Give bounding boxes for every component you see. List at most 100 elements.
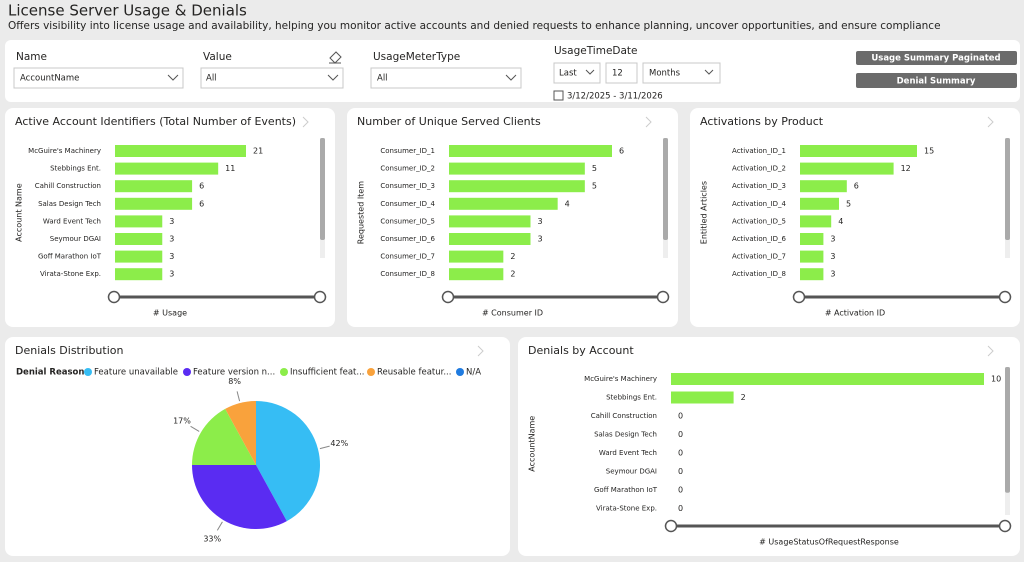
bar <box>449 250 504 263</box>
category-label: Activation_ID_3 <box>732 182 786 190</box>
bar <box>800 180 847 193</box>
value-label: 42% <box>330 439 348 448</box>
value-label: 4 <box>838 217 843 226</box>
dropdown[interactable] <box>13 67 184 89</box>
dropdown-value: All <box>206 74 217 84</box>
category-label: McGuire's Machinery <box>28 147 101 155</box>
eraser-icon[interactable] <box>329 51 342 64</box>
category-label: Ward Event Tech <box>599 449 657 457</box>
y-axis-label: Account Name <box>15 183 24 242</box>
slider-handle <box>998 519 1012 533</box>
pie-slice <box>225 401 256 465</box>
pie-slice <box>192 408 256 465</box>
value-label: 5 <box>592 182 597 191</box>
dropdown[interactable] <box>200 67 344 89</box>
button-label: Denial Summary <box>897 77 976 87</box>
category-label: McGuire's Machinery <box>584 375 657 383</box>
value-label: 0 <box>678 467 683 476</box>
value-label: 11 <box>225 164 235 173</box>
value-label: 33% <box>203 535 221 544</box>
chevron <box>585 69 595 75</box>
dropdown[interactable] <box>370 67 522 89</box>
more-chevron <box>302 116 309 128</box>
dropdown[interactable] <box>642 62 721 84</box>
value-label: 0 <box>678 430 683 439</box>
bar <box>800 215 832 228</box>
dropdown[interactable] <box>553 62 601 84</box>
page-subtitle: Offers visibility into license usage and… <box>8 20 941 32</box>
category-label: Activation_ID_5 <box>732 217 786 225</box>
slider-handle <box>664 519 678 533</box>
number-input[interactable] <box>605 62 638 84</box>
slider-handle <box>998 290 1012 304</box>
filter-label: Name <box>16 51 47 63</box>
category-label: Activation_ID_1 <box>732 147 786 155</box>
x-axis-label: # Activation ID <box>825 309 885 318</box>
value-label: 15 <box>924 147 934 156</box>
button-label: Usage Summary Paginated <box>871 54 1000 64</box>
value-label: 3 <box>538 235 543 244</box>
category-label: Consumer_ID_5 <box>380 217 435 225</box>
value-label: 3 <box>169 217 174 226</box>
bar <box>800 145 917 157</box>
category-label: Cahill Construction <box>591 412 657 420</box>
value-label: 3 <box>169 252 174 261</box>
category-label: Seymour DGAI <box>606 468 657 476</box>
value-label: 0 <box>678 504 683 513</box>
category-label: Goff Marathon IoT <box>594 486 658 494</box>
slider-handle <box>656 290 670 304</box>
chart-title: Active Account Identifiers (Total Number… <box>15 115 296 128</box>
value-label: 3 <box>830 252 835 261</box>
value-label: 4 <box>565 199 570 208</box>
bar <box>449 145 612 157</box>
bar <box>115 197 193 210</box>
chevron <box>167 74 179 81</box>
value-label: 3 <box>538 217 543 226</box>
legend-marker <box>84 368 92 376</box>
category-label: Ward Event Tech <box>43 217 101 225</box>
bar <box>449 233 531 245</box>
slider-handle <box>441 290 455 304</box>
chevron <box>704 69 714 75</box>
bar <box>449 197 558 210</box>
button[interactable] <box>856 51 1017 65</box>
category-label: Consumer_ID_6 <box>380 235 435 243</box>
value-label: 3 <box>830 235 835 244</box>
filter-label: UsageTimeDate <box>554 45 638 57</box>
legend-marker <box>183 368 191 376</box>
leader-line <box>190 425 200 432</box>
bar <box>115 250 163 263</box>
calendar-icon <box>553 90 564 101</box>
bar <box>449 215 531 228</box>
leader-line <box>319 445 330 450</box>
bar <box>800 250 824 263</box>
dropdown-value: All <box>377 74 388 84</box>
value-label: 0 <box>678 412 683 421</box>
slider-handle <box>107 290 121 304</box>
slider-handle <box>313 290 327 304</box>
more-chevron <box>477 345 484 357</box>
scrollbar-thumb <box>1005 367 1010 493</box>
slider-handle <box>792 290 806 304</box>
bar <box>449 180 585 193</box>
dropdown-value: Last <box>559 69 577 79</box>
bar <box>115 145 246 157</box>
leader-line <box>236 391 241 402</box>
bar <box>800 233 824 245</box>
bar <box>115 180 193 193</box>
pie-slice <box>256 401 320 522</box>
category-label: Consumer_ID_2 <box>380 165 435 173</box>
filter-label: Value <box>203 51 232 63</box>
value-label: 2 <box>510 270 515 279</box>
value-label: 8% <box>228 377 241 386</box>
leader-line <box>216 521 223 531</box>
x-axis-label: # Usage <box>153 309 187 318</box>
value-label: 21 <box>253 147 263 156</box>
button[interactable] <box>856 73 1017 88</box>
value-label: 6 <box>199 182 204 191</box>
category-label: Virata-Stone Exp. <box>40 270 101 278</box>
date-range: 3/12/2025 - 3/11/2026 <box>567 92 663 102</box>
category-label: Activation_ID_8 <box>732 270 786 278</box>
more-chevron <box>987 345 994 357</box>
